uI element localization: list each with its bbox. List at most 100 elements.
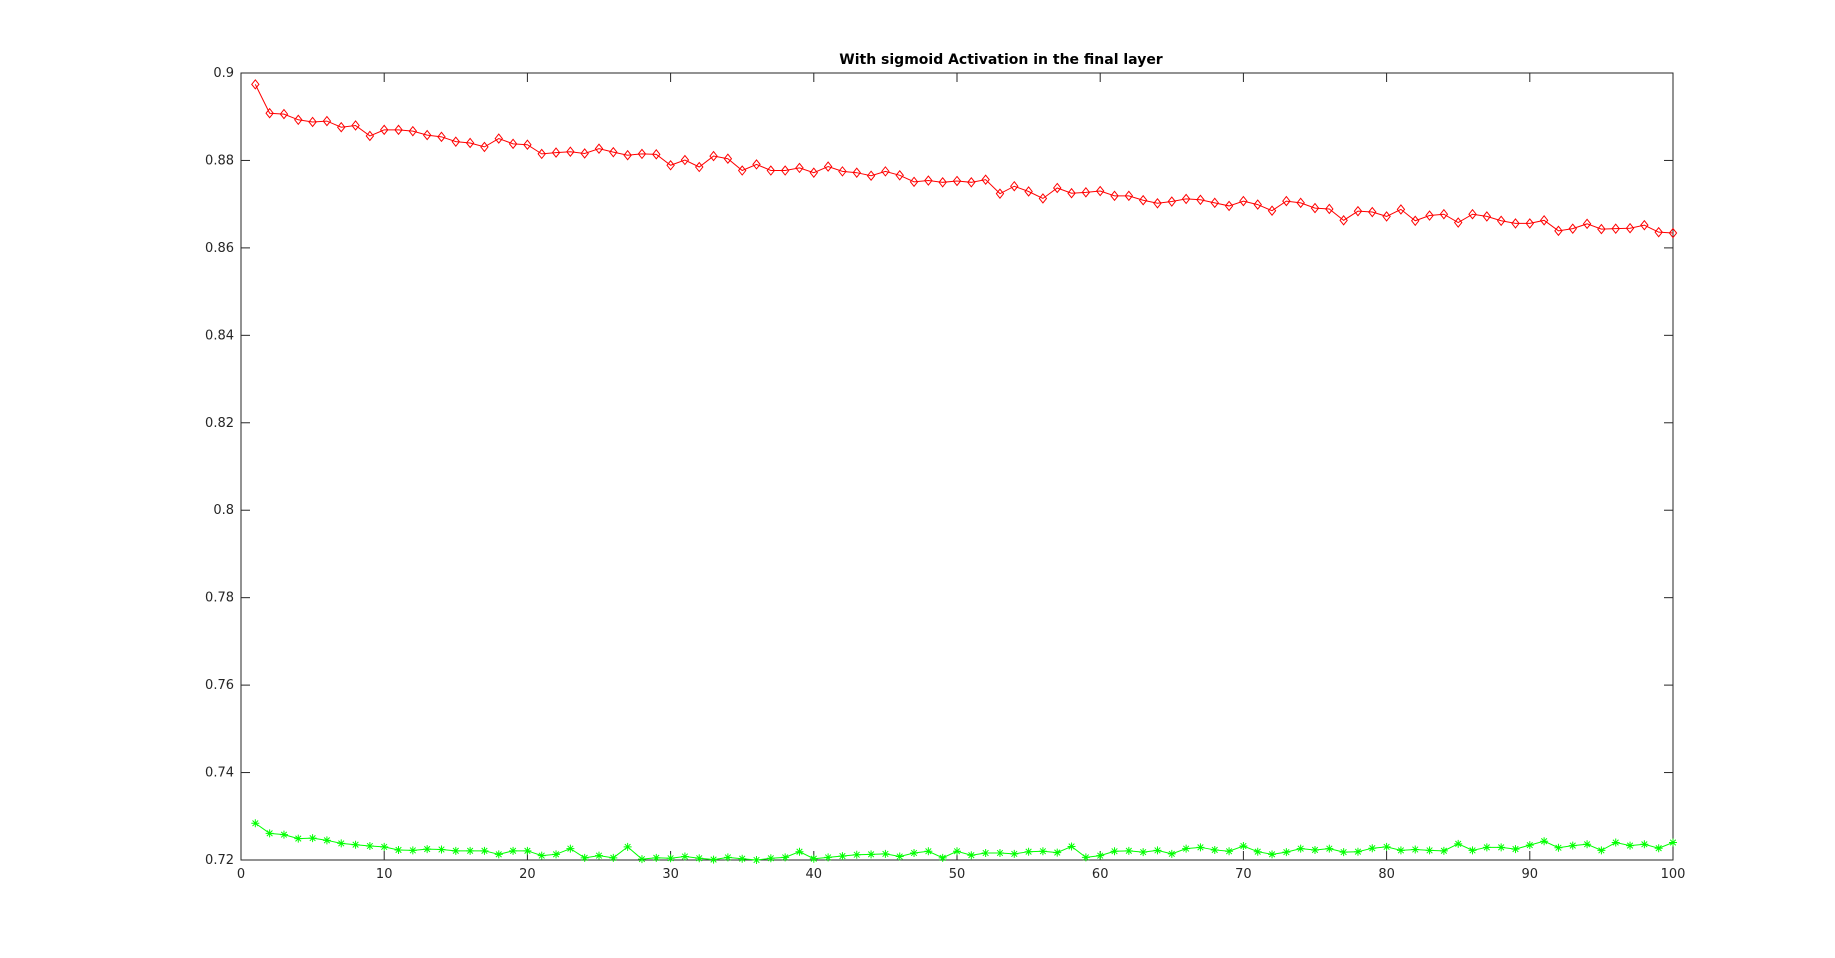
data-point — [1268, 850, 1277, 859]
data-point — [351, 120, 360, 131]
data-point — [1583, 840, 1592, 849]
data-point — [1267, 205, 1277, 217]
data-point — [537, 148, 546, 160]
data-point — [251, 79, 260, 90]
data-point — [494, 133, 504, 144]
data-point — [652, 149, 661, 160]
data-point — [251, 819, 260, 828]
x-tick-label: 20 — [519, 867, 536, 882]
data-point — [552, 850, 561, 859]
data-point — [1353, 847, 1362, 856]
data-point — [1410, 215, 1420, 227]
data-point — [1353, 205, 1363, 217]
data-point — [1625, 222, 1635, 234]
data-point — [780, 165, 790, 176]
data-point — [1482, 211, 1492, 222]
data-point — [494, 850, 503, 859]
data-point — [394, 124, 403, 136]
data-point — [752, 159, 761, 170]
data-point — [1668, 227, 1678, 239]
data-point — [1095, 185, 1105, 197]
data-point — [1453, 217, 1463, 228]
data-point — [594, 143, 604, 154]
data-point — [1539, 215, 1549, 226]
data-point — [423, 845, 432, 854]
data-point — [981, 174, 990, 185]
x-tick-label: 40 — [806, 867, 823, 882]
data-point — [1597, 223, 1606, 235]
series-line — [255, 822, 1674, 861]
data-point — [881, 166, 890, 177]
data-point — [265, 829, 274, 838]
data-point — [1540, 837, 1549, 846]
data-point — [666, 854, 675, 863]
data-point — [838, 852, 847, 861]
data-point — [1210, 197, 1220, 209]
data-point — [666, 159, 675, 171]
data-point — [1239, 195, 1248, 207]
data-point — [279, 830, 288, 839]
data-point — [981, 849, 990, 858]
axes-frame — [240, 72, 1674, 861]
data-point — [1640, 840, 1649, 849]
data-point — [1654, 844, 1663, 853]
data-point — [924, 175, 933, 186]
data-point — [1669, 838, 1677, 847]
data-point — [967, 177, 976, 188]
data-point — [680, 852, 689, 861]
x-tick-label: 0 — [237, 867, 245, 882]
data-point — [795, 847, 804, 856]
data-point — [723, 153, 733, 164]
data-point — [694, 161, 704, 173]
data-point — [394, 845, 403, 854]
data-point — [1296, 844, 1305, 853]
data-point — [637, 148, 647, 160]
data-point — [709, 855, 718, 864]
data-point — [1325, 203, 1334, 215]
data-point — [1110, 190, 1119, 202]
data-point — [308, 116, 317, 128]
data-point — [766, 854, 775, 863]
data-point — [1554, 225, 1563, 237]
data-point — [1468, 846, 1477, 855]
series-1 — [251, 79, 1678, 239]
data-point — [380, 842, 389, 851]
data-point — [1396, 846, 1405, 855]
data-point — [924, 847, 933, 856]
data-point — [1282, 195, 1291, 207]
data-point — [294, 834, 303, 843]
data-point — [322, 836, 331, 845]
data-point — [1038, 193, 1048, 204]
data-point — [551, 147, 561, 158]
data-point — [465, 137, 475, 149]
data-point — [595, 851, 603, 860]
data-point — [609, 853, 618, 862]
data-point — [1052, 182, 1062, 194]
data-point — [451, 136, 461, 147]
y-tick-label: 0.76 — [205, 678, 234, 693]
data-point — [909, 176, 919, 188]
data-point — [1296, 197, 1305, 209]
data-point — [809, 167, 819, 178]
data-point — [1239, 842, 1248, 851]
data-point — [308, 834, 317, 843]
x-tick-label: 100 — [1661, 867, 1686, 882]
data-point — [336, 121, 346, 133]
data-point — [1225, 847, 1234, 856]
data-point — [652, 853, 661, 862]
data-point — [1153, 846, 1162, 855]
plot-area — [251, 79, 1678, 864]
data-point — [1468, 208, 1477, 220]
data-point — [566, 844, 575, 853]
data-point — [580, 148, 589, 159]
data-point — [1153, 197, 1162, 209]
data-point — [795, 162, 804, 174]
data-point — [781, 853, 790, 862]
data-point — [1110, 847, 1119, 856]
data-point — [1138, 194, 1148, 206]
data-point — [1210, 845, 1219, 854]
data-point — [838, 166, 847, 177]
data-point — [1626, 841, 1635, 850]
y-tick-label: 0.8 — [213, 503, 234, 518]
